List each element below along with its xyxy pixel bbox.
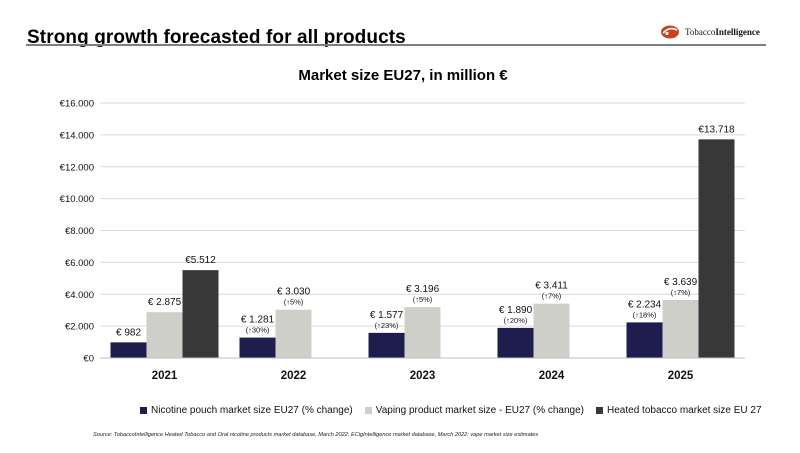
legend-swatch-heated-tobacco [596,407,604,414]
bar [533,303,570,358]
bar-value-label: € 1.577 [370,310,404,321]
bar-value-label: € 3.411 [535,281,568,292]
bar [662,300,699,358]
bar-change-label: (↑5%) [413,295,433,304]
leaf-logo-icon [661,25,679,39]
bar-value-label: € 2.875 [148,297,182,308]
chart-title: Market size EU27, in million € [298,67,508,84]
bar [497,327,534,358]
data-labels: € 982€ 2.875€5.512(↑30%)€ 1.281(↑5%)€ 3.… [116,124,735,338]
bar-change-label: (↑30%) [246,326,270,335]
gridlines [100,102,745,327]
bar-change-label: (↑7%) [542,292,562,301]
y-tick-label: €2.000 [65,322,94,333]
y-tick-label: €0 [83,354,94,365]
legend-swatch-vaping [364,407,372,414]
bar-value-label: € 982 [116,327,141,338]
company-logo: TobaccoIntelligence [660,24,760,40]
legend-label-vaping: Vaping product market size - EU27 (% cha… [375,405,585,416]
y-tick-label: €4.000 [65,290,94,301]
legend-swatch-nicotine-pouch [140,407,147,414]
x-axis-tick-labels: 2021 2022 2023 2024 2025 [152,370,694,382]
bar-value-label: €13.718 [698,124,735,135]
bar-value-label: € 3.639 [664,277,698,288]
bar-change-label: (↑5%) [284,298,304,307]
bar-change-label: (↑23%) [375,321,399,330]
legend-label-nicotine-pouch: Nicotine pouch market size EU27 (% chang… [151,405,353,416]
y-axis-tick-labels: €0 €2.000 €4.000 €6.000 €8.000 €10.000 €12.000… [60,99,94,365]
logo-text-regular: Tobacco [685,27,716,37]
x-tick-label: 2025 [668,370,694,382]
x-tick-label: 2021 [152,370,178,382]
logo-wordmark: TobaccoIntelligence [685,27,760,37]
bar [275,309,312,358]
y-tick-label: €8.000 [65,226,94,237]
bar-value-label: € 3.030 [277,287,311,298]
x-tick-label: 2023 [410,370,436,382]
bar-value-label: € 2.234 [628,299,662,310]
bar-value-label: € 1.890 [499,305,533,316]
bar-change-label: (↑20%) [504,316,528,325]
bar [404,307,441,358]
bar [182,270,219,358]
legend-item-heated-tobacco: Heated tobacco market size EU 27 [596,405,762,416]
legend-item-nicotine-pouch: Nicotine pouch market size EU27 (% chang… [140,405,353,416]
y-tick-label: €16.000 [60,99,94,110]
bar-value-label: € 1.281 [241,315,275,326]
chart-legend: Nicotine pouch market size EU27 (% chang… [140,405,762,416]
slide-title: Strong growth forecasted for all product… [27,27,406,48]
source-note: Source: TobaccoIntelligence Heated Tobac… [93,432,539,438]
x-tick-label: 2024 [539,370,565,382]
bar-value-label: €5.512 [185,255,216,266]
bar [110,342,147,358]
legend-item-vaping: Vaping product market size - EU27 (% cha… [364,405,585,416]
bar [239,337,276,358]
bars [110,139,735,358]
bar-change-label: (↑7%) [671,288,691,297]
bar [698,139,735,358]
y-tick-label: €12.000 [60,162,94,173]
x-tick-label: 2022 [281,370,307,382]
bar [146,312,183,358]
bar [626,322,663,358]
y-tick-label: €10.000 [60,194,94,205]
bar-value-label: € 3.196 [406,284,440,295]
y-tick-label: €14.000 [60,130,94,141]
y-tick-label: €6.000 [65,258,94,269]
logo-text-bold: Intelligence [715,27,760,37]
title-divider [26,44,766,46]
bar-change-label: (↑18%) [633,310,657,319]
bar [368,332,405,358]
legend-label-heated-tobacco: Heated tobacco market size EU 27 [607,405,762,416]
